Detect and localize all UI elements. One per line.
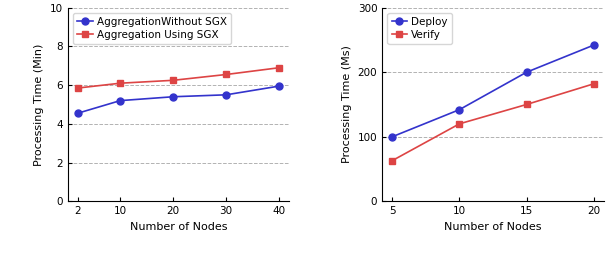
Aggregation Using SGX bbox=[222, 73, 230, 76]
Deploy bbox=[590, 44, 598, 47]
Line: Deploy: Deploy bbox=[389, 42, 597, 140]
Y-axis label: Processing Time (Min): Processing Time (Min) bbox=[34, 43, 44, 166]
AggregationWithout SGX bbox=[116, 99, 124, 102]
Aggregation Using SGX bbox=[275, 66, 283, 69]
Legend: AggregationWithout SGX, Aggregation Using SGX: AggregationWithout SGX, Aggregation Usin… bbox=[73, 13, 231, 44]
Legend: Deploy, Verify: Deploy, Verify bbox=[387, 13, 452, 44]
Aggregation Using SGX bbox=[74, 86, 81, 90]
Line: AggregationWithout SGX: AggregationWithout SGX bbox=[75, 83, 283, 117]
Verify bbox=[590, 82, 598, 85]
AggregationWithout SGX bbox=[222, 93, 230, 96]
AggregationWithout SGX bbox=[74, 112, 81, 115]
Line: Verify: Verify bbox=[389, 80, 597, 164]
X-axis label: Number of Nodes: Number of Nodes bbox=[130, 222, 227, 232]
X-axis label: Number of Nodes: Number of Nodes bbox=[444, 222, 541, 232]
AggregationWithout SGX bbox=[275, 85, 283, 88]
AggregationWithout SGX bbox=[169, 95, 177, 98]
Verify bbox=[389, 159, 396, 162]
Deploy bbox=[456, 108, 463, 111]
Verify bbox=[523, 103, 530, 106]
Deploy bbox=[523, 71, 530, 74]
Verify bbox=[456, 122, 463, 125]
Line: Aggregation Using SGX: Aggregation Using SGX bbox=[75, 64, 283, 92]
Deploy bbox=[389, 135, 396, 138]
Aggregation Using SGX bbox=[169, 79, 177, 82]
Aggregation Using SGX bbox=[116, 82, 124, 85]
Y-axis label: Processing Time (Ms): Processing Time (Ms) bbox=[342, 46, 352, 163]
